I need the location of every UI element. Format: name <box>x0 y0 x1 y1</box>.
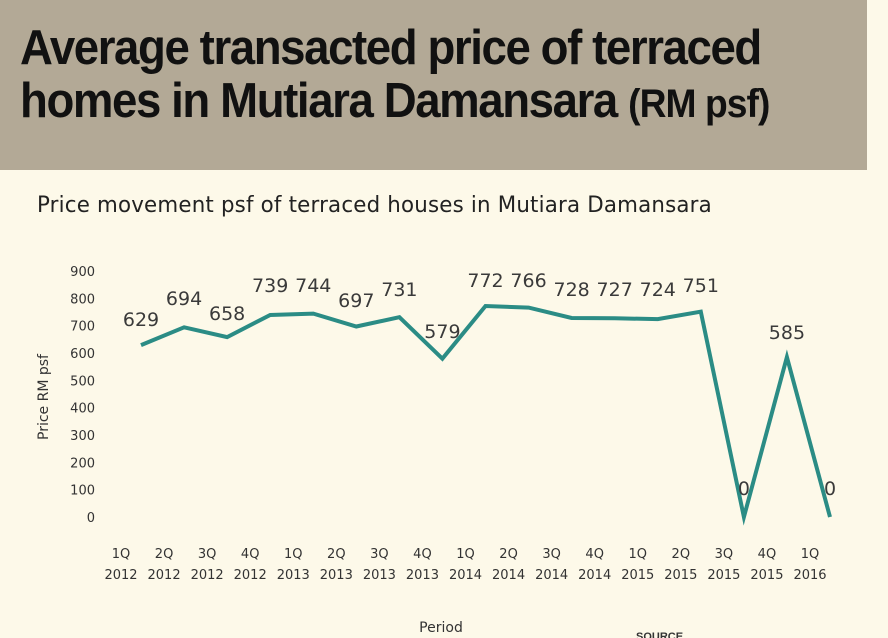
y-tick-label: 600 <box>70 347 95 362</box>
y-tick-label: 0 <box>87 511 95 526</box>
y-tick-label: 100 <box>70 484 95 499</box>
data-label: 727 <box>597 279 633 301</box>
x-tick-label: 2Q 2013 <box>320 547 353 583</box>
data-label: 579 <box>424 321 460 343</box>
x-tick-label: 2Q 2014 <box>492 547 525 583</box>
y-tick-label: 200 <box>70 456 95 471</box>
y-tick-label: 800 <box>70 292 95 307</box>
title-line-2: homes in Mutiara Damansara <box>20 74 618 128</box>
y-tick-label: 300 <box>70 429 95 444</box>
x-tick-label: 4Q 2014 <box>578 547 611 583</box>
x-tick-label: 3Q 2015 <box>707 547 740 583</box>
y-tick-label: 700 <box>70 320 95 335</box>
y-axis-label: Price RM psf <box>36 354 52 440</box>
data-label: 658 <box>209 303 245 325</box>
data-label: 724 <box>640 279 676 301</box>
data-label: 0 <box>824 478 836 500</box>
data-label: 697 <box>338 290 374 312</box>
title-unit: (RM psf) <box>628 82 770 126</box>
data-label: 694 <box>166 288 202 310</box>
data-label: 772 <box>467 270 503 292</box>
x-tick-label: 4Q 2012 <box>234 547 267 583</box>
x-tick-label: 1Q 2012 <box>104 547 137 583</box>
x-tick-label: 3Q 2012 <box>191 547 224 583</box>
data-label: 744 <box>295 275 331 297</box>
page-title: Average transacted price of terraced hom… <box>20 21 770 131</box>
series-line <box>140 303 832 526</box>
data-label: 751 <box>683 275 719 297</box>
x-tick-label: 2Q 2012 <box>148 547 181 583</box>
title-line-1: Average transacted price of terraced <box>20 21 762 75</box>
y-tick-label: 900 <box>70 265 95 280</box>
x-tick-label: 3Q 2013 <box>363 547 396 583</box>
data-label: 0 <box>738 478 750 500</box>
data-label: 629 <box>123 309 159 331</box>
x-tick-label: 4Q 2013 <box>406 547 439 583</box>
x-tick-label: 1Q 2013 <box>277 547 310 583</box>
x-tick-label: 3Q 2014 <box>535 547 568 583</box>
data-label: 739 <box>252 275 288 297</box>
y-tick-label: 500 <box>70 374 95 389</box>
source-note: SOURCE <box>636 632 684 638</box>
x-tick-label: 4Q 2015 <box>750 547 783 583</box>
data-label: 728 <box>553 279 589 301</box>
chart-title: Price movement psf of terraced houses in… <box>37 193 712 218</box>
x-tick-label: 2Q 2015 <box>664 547 697 583</box>
data-label: 585 <box>769 322 805 344</box>
y-tick-label: 400 <box>70 402 95 417</box>
x-tick-label: 1Q 2016 <box>793 547 826 583</box>
data-label: 731 <box>381 279 417 301</box>
x-tick-label: 1Q 2014 <box>449 547 482 583</box>
title-banner: Average transacted price of terraced hom… <box>0 0 867 170</box>
x-tick-label: 1Q 2015 <box>621 547 654 583</box>
x-axis-label: Period <box>419 620 463 636</box>
data-label: 766 <box>510 270 546 292</box>
